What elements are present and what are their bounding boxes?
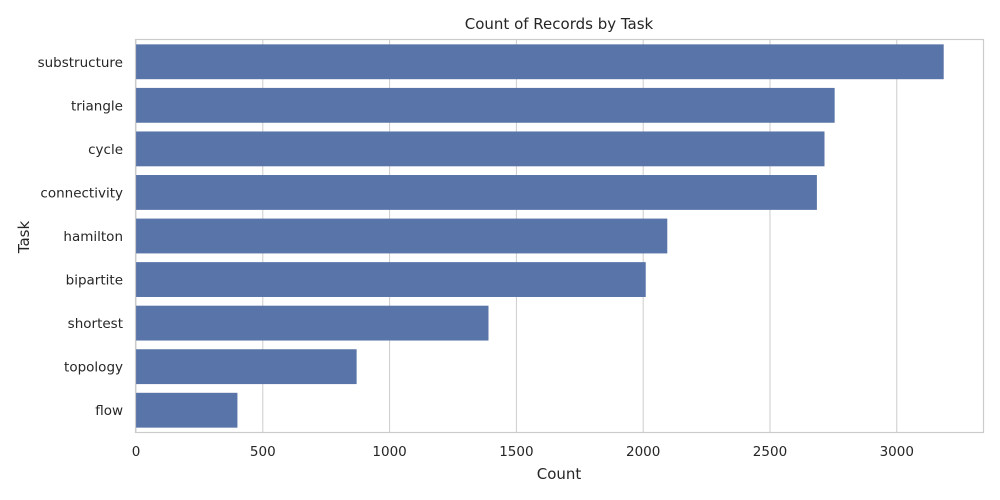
bar-triangle	[136, 87, 835, 123]
bar-flow	[136, 392, 238, 428]
plot-frame	[134, 38, 985, 434]
bar-cycle	[136, 131, 825, 167]
bar-hamilton	[136, 218, 668, 254]
bar-substructure	[136, 44, 944, 80]
bar-bipartite	[136, 262, 646, 297]
y-tick-label: bipartite	[66, 273, 123, 289]
x-tick-label: 2000	[626, 444, 660, 460]
y-tick-label: flow	[95, 403, 123, 419]
bar-shortest	[136, 305, 489, 341]
x-tick-label: 0	[132, 444, 141, 460]
y-tick-label: cycle	[88, 142, 123, 158]
y-tick-label: triangle	[71, 98, 123, 114]
bar-connectivity	[136, 175, 817, 210]
chart-title: Count of Records by Task	[465, 15, 654, 33]
x-tick-label: 2500	[753, 444, 787, 460]
x-tick-label: 3000	[880, 444, 914, 460]
y-tick-label: connectivity	[40, 185, 123, 201]
y-tick-label: shortest	[68, 316, 123, 332]
x-tick-label: 1000	[372, 444, 406, 460]
bars	[136, 44, 944, 428]
x-tick-label: 1500	[499, 444, 533, 460]
x-axis-label: Count	[537, 465, 582, 483]
y-axis-label: Task	[15, 221, 33, 255]
y-tick-labels: substructure triangle cycle connectivity ham…	[38, 55, 123, 419]
y-tick-label: substructure	[38, 55, 123, 71]
x-tick-labels: 0 500 1000 1500 2000 2500 3000	[132, 444, 914, 460]
y-tick-label: topology	[64, 360, 123, 376]
y-tick-label: hamilton	[63, 229, 123, 245]
x-tick-label: 500	[250, 444, 276, 460]
bar-topology	[136, 349, 357, 385]
